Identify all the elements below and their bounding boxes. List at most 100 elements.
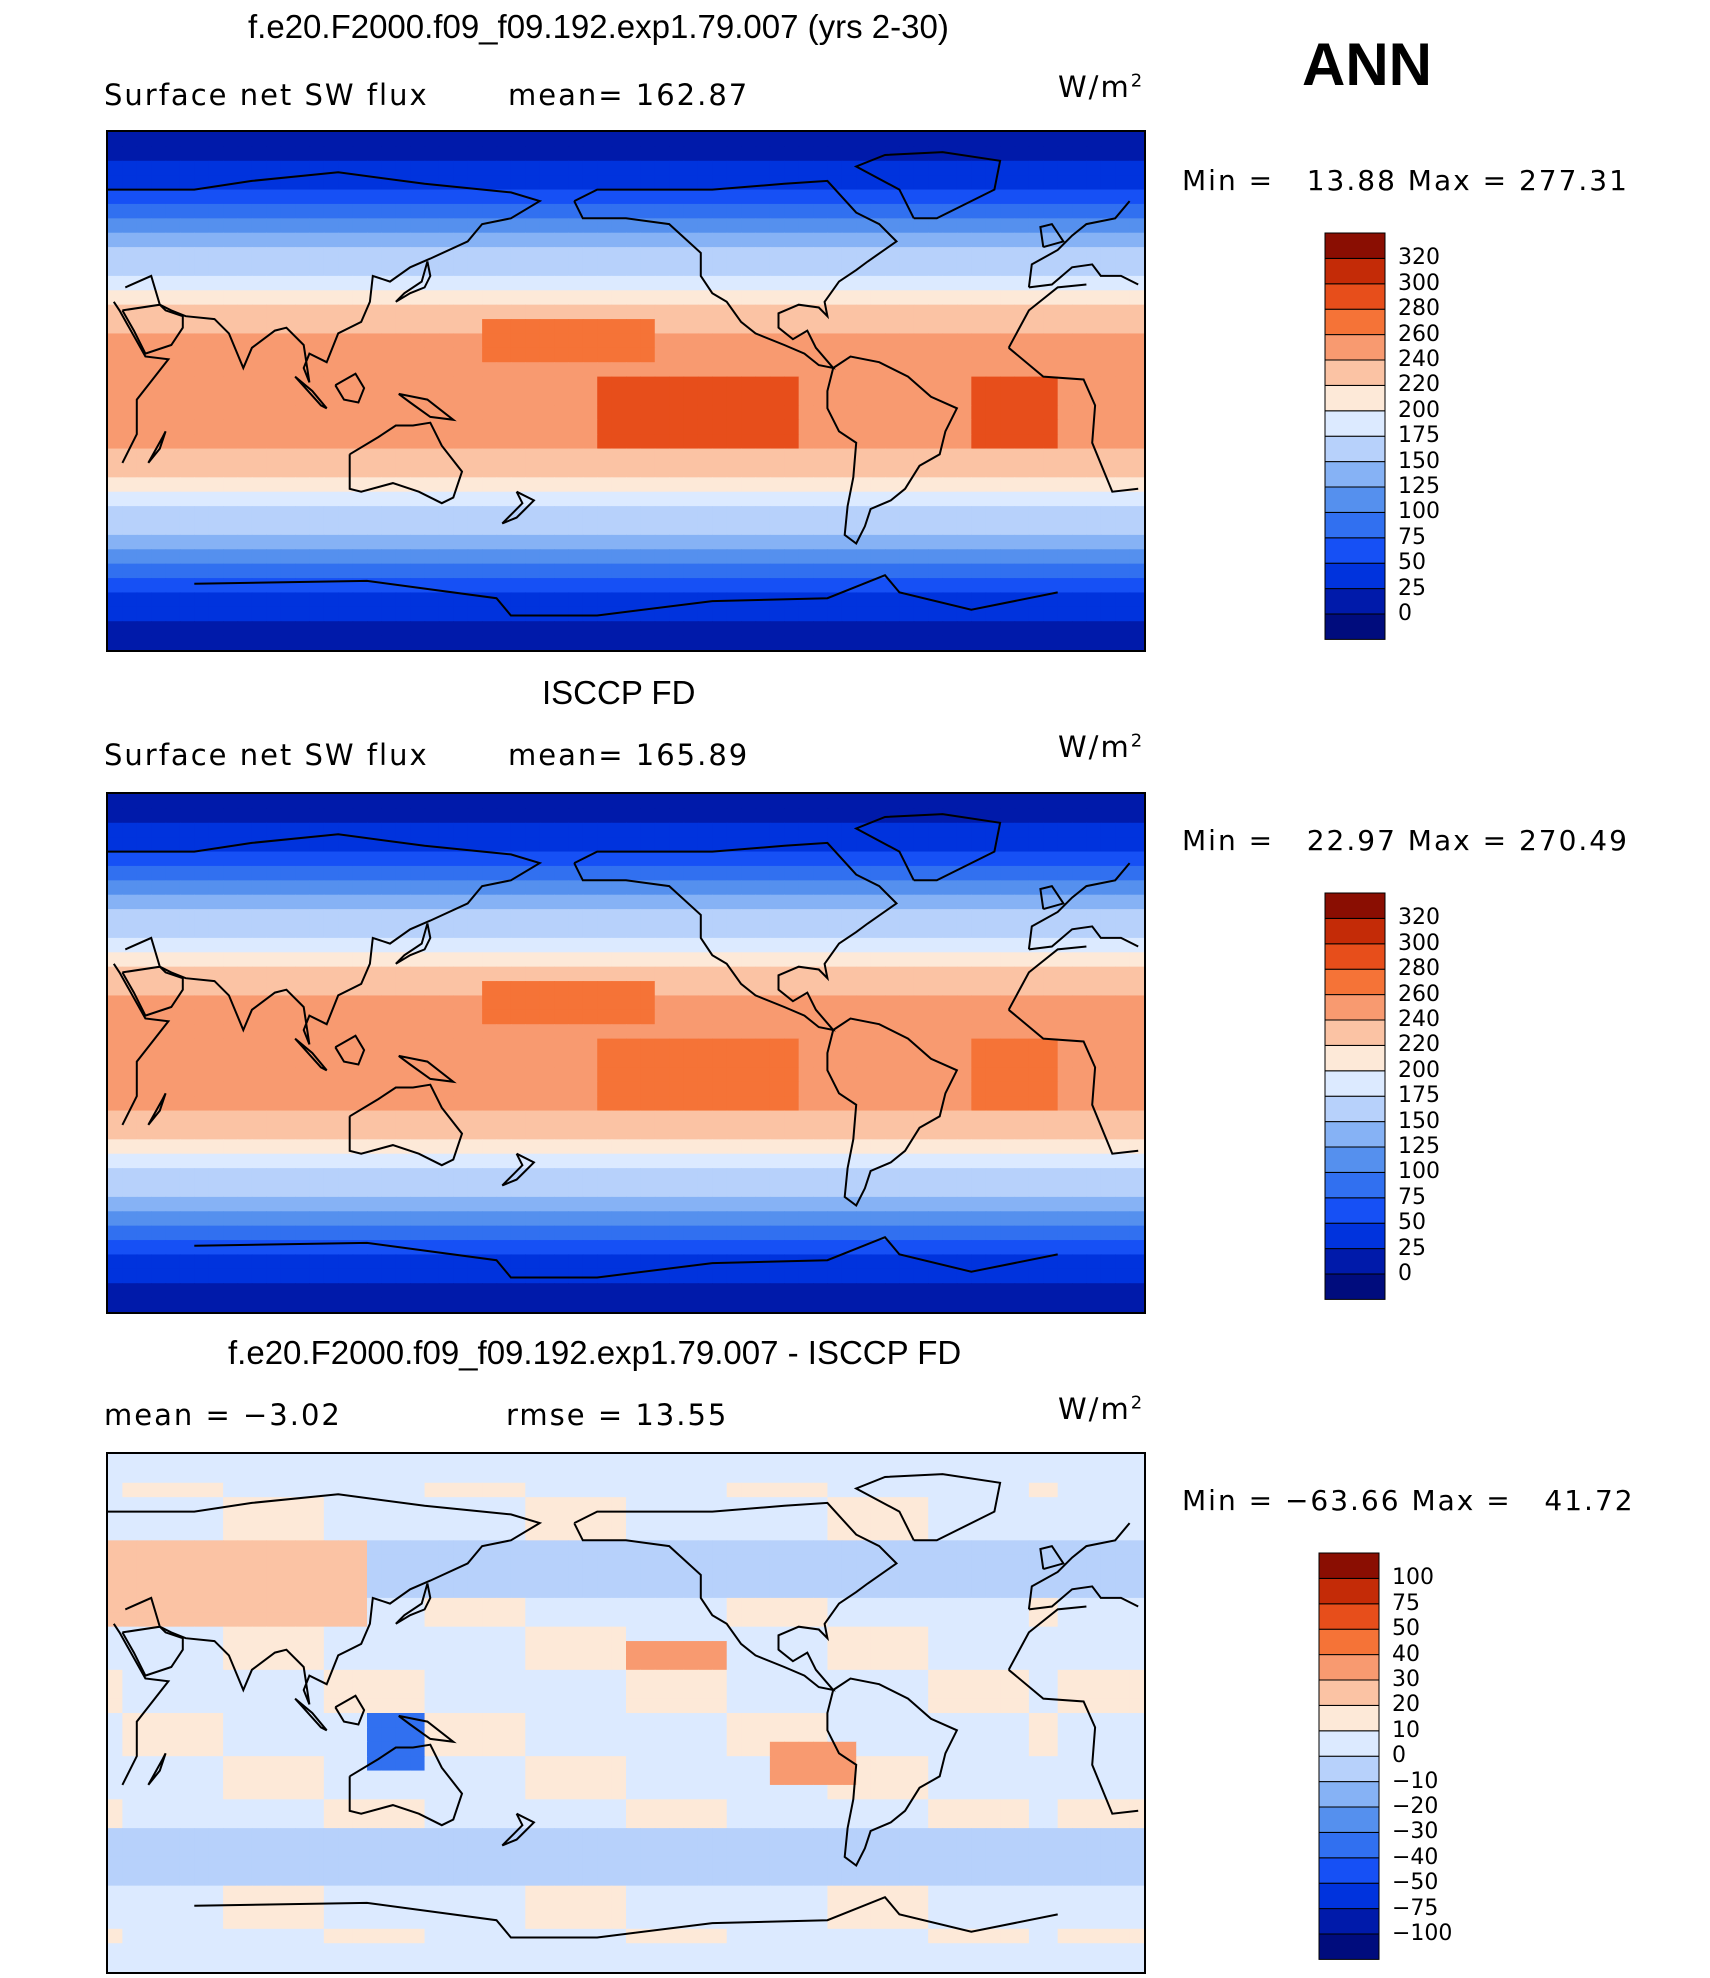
colorbar-swatch xyxy=(1324,588,1386,615)
colorbar-tick-label: 300 xyxy=(1398,930,1440,956)
colorbar-tick-label: 100 xyxy=(1398,499,1440,525)
panel3-minmax: Min = −63.66 Max = 41.72 xyxy=(1182,1484,1635,1517)
panel1-units: W/m2 xyxy=(1058,70,1143,104)
coastline xyxy=(334,372,366,404)
colorbar-swatch xyxy=(1324,283,1386,310)
colorbar-tick-label: 200 xyxy=(1398,1057,1440,1083)
colorbar-swatch xyxy=(1324,435,1386,463)
colorbar-tick-label: −30 xyxy=(1392,1819,1439,1845)
colorbar-tick-label: −20 xyxy=(1392,1794,1439,1819)
coastline xyxy=(334,1694,366,1726)
colorbar-tick-label: 75 xyxy=(1398,1184,1426,1210)
coastline xyxy=(398,1054,457,1084)
coastline xyxy=(108,833,1139,1045)
coastline xyxy=(108,1493,1139,1705)
panel3-units: W/m2 xyxy=(1058,1392,1143,1426)
panel3-colorbar: 100 75 50 40 30 20 10 0 −10 −20 −30 −40 −50 −75 −100 xyxy=(1318,1552,1452,1965)
colorbar-tick-label: 20 xyxy=(1392,1692,1420,1718)
colorbar-swatch xyxy=(1324,461,1386,488)
panel2-map-svg xyxy=(108,794,1144,1312)
colorbar-tick-label: 10 xyxy=(1392,1717,1420,1743)
coastline xyxy=(395,261,432,303)
coastline xyxy=(398,392,457,422)
colorbar-swatch xyxy=(1324,257,1386,285)
colorbar-tick-label: 40 xyxy=(1392,1641,1420,1667)
colorbar-swatch xyxy=(1324,537,1386,564)
coastline xyxy=(501,1812,536,1847)
colorbar-tick-label: −75 xyxy=(1392,1895,1439,1921)
season-label: ANN xyxy=(1302,31,1432,98)
panel3-map xyxy=(106,1452,1146,1974)
colorbar-swatch xyxy=(1318,1831,1380,1859)
coastline xyxy=(573,1501,899,1692)
colorbar-swatch xyxy=(1318,1755,1380,1783)
coastline xyxy=(853,1473,1002,1542)
colorbar-tick-label: 125 xyxy=(1398,474,1440,499)
panel3-mean-label: mean = −3.02 xyxy=(104,1398,342,1432)
colorbar-tick-label: 100 xyxy=(1398,1159,1440,1185)
coastline xyxy=(348,1743,464,1827)
colorbar-swatch xyxy=(1318,1908,1380,1935)
colorbar-swatch xyxy=(1324,232,1386,259)
panel1-mean-label: mean= 162.87 xyxy=(508,78,750,112)
colorbar-swatch xyxy=(1318,1857,1380,1884)
coastline xyxy=(121,303,184,355)
colorbar-swatch xyxy=(1324,1019,1386,1046)
colorbar-tick-label: 280 xyxy=(1398,296,1440,322)
colorbar-tick-label: 240 xyxy=(1398,1007,1440,1032)
panel1-title: f.e20.F2000.f09_f09.192.exp1.79.007 (yrs… xyxy=(248,8,949,45)
coastline xyxy=(147,1092,167,1126)
coastline xyxy=(108,171,1139,383)
coastline xyxy=(573,841,899,1032)
colorbar-tick-label: 280 xyxy=(1398,956,1440,982)
panel1-map-svg xyxy=(108,132,1144,650)
colorbar-tick-label: 150 xyxy=(1398,448,1440,474)
colorbar-tick-label: 50 xyxy=(1398,1210,1426,1236)
panel2-title: ISCCP FD xyxy=(542,674,696,711)
colorbar-swatch xyxy=(1318,1704,1380,1732)
colorbar-swatch xyxy=(1324,994,1386,1021)
coastline xyxy=(147,430,167,464)
colorbar-swatch xyxy=(1324,359,1386,386)
panel1-colorbar: 320 300 280 260 240 220 200 175 150 125 100 75 50 25 0 xyxy=(1324,232,1440,645)
colorbar-swatch xyxy=(1324,384,1386,412)
colorbar-tick-label: 260 xyxy=(1398,321,1440,347)
colorbar-swatch xyxy=(1324,943,1386,970)
colorbar-swatch xyxy=(1318,1577,1380,1605)
colorbar-swatch xyxy=(1318,1933,1380,1960)
colorbar-tick-label: 75 xyxy=(1398,524,1426,550)
panel1-minmax: Min = 13.88 Max = 277.31 xyxy=(1182,164,1629,197)
colorbar-tick-label: 25 xyxy=(1398,1235,1426,1261)
panel2-map xyxy=(106,792,1146,1314)
colorbar-swatch xyxy=(1324,613,1386,640)
coastline xyxy=(1039,884,1065,911)
coastline xyxy=(348,421,464,505)
colorbar-swatch xyxy=(1324,1273,1386,1300)
colorbar-tick-label: 320 xyxy=(1398,245,1440,271)
colorbar-svg xyxy=(1324,892,1386,1300)
colorbar-tick-label: 260 xyxy=(1398,981,1440,1007)
colorbar-tick-label: 125 xyxy=(1398,1134,1440,1159)
colorbar-swatch xyxy=(1324,1146,1386,1173)
colorbar-tick-label: 175 xyxy=(1398,1083,1440,1109)
colorbar-tick-label: 240 xyxy=(1398,347,1440,372)
coastline xyxy=(501,1152,536,1187)
colorbar-swatch xyxy=(1324,968,1386,996)
colorbar-swatch xyxy=(1324,511,1386,539)
colorbar-swatch xyxy=(1318,1654,1380,1681)
colorbar-swatch xyxy=(1318,1730,1380,1757)
coastline xyxy=(573,179,899,370)
coastline xyxy=(501,490,536,525)
colorbar-swatch xyxy=(1324,334,1386,361)
colorbar-tick-label: −100 xyxy=(1392,1921,1453,1946)
colorbar-swatch xyxy=(1324,1171,1386,1199)
colorbar-swatch xyxy=(1318,1679,1380,1706)
coastline xyxy=(147,1752,167,1786)
colorbar-tick-label: 100 xyxy=(1392,1565,1434,1591)
colorbar-swatch xyxy=(1318,1882,1380,1910)
coastline xyxy=(294,1037,328,1072)
panel3-map-svg xyxy=(108,1454,1144,1972)
colorbar-swatch xyxy=(1318,1628,1380,1656)
colorbar-swatch xyxy=(1324,1095,1386,1123)
coastline xyxy=(121,965,184,1017)
